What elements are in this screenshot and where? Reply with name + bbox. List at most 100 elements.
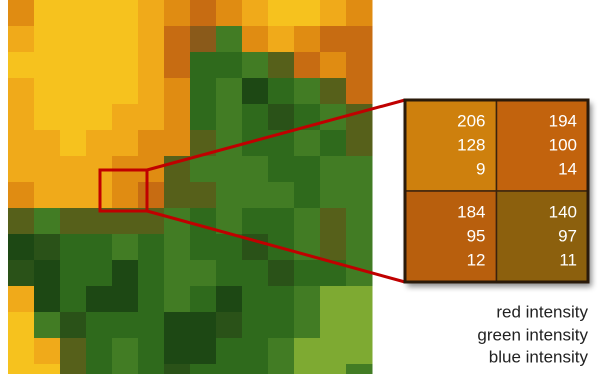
pixel: [242, 26, 269, 53]
pixel: [60, 312, 87, 339]
pixel: [164, 78, 191, 105]
pixel: [320, 234, 347, 261]
pixel: [8, 208, 35, 235]
pixel: [86, 234, 113, 261]
pixel: [112, 26, 139, 53]
zoom-box: 20612891941001418495121409711: [405, 100, 588, 282]
pixel: [86, 364, 113, 374]
pixel: [8, 104, 35, 131]
pixel: [164, 0, 191, 27]
pixel: [34, 104, 61, 131]
pixel: [138, 26, 165, 53]
pixel: [164, 338, 191, 365]
pixel: [216, 364, 243, 374]
pixel: [86, 0, 113, 27]
pixel: [60, 104, 87, 131]
pixel: [112, 0, 139, 27]
pixel: [216, 260, 243, 287]
pixel: [34, 234, 61, 261]
pixel: [294, 286, 321, 313]
intensity-value: 100: [549, 135, 577, 154]
pixel: [164, 182, 191, 209]
intensity-value: 97: [558, 226, 577, 245]
pixel: [294, 364, 321, 374]
pixel: [294, 78, 321, 105]
pixel: [242, 338, 269, 365]
pixel: [60, 0, 87, 27]
pixel: [86, 26, 113, 53]
pixel: [164, 104, 191, 131]
pixel: [34, 208, 61, 235]
pixel: [346, 286, 373, 313]
pixel: [112, 52, 139, 79]
pixel: [294, 26, 321, 53]
legend-label: green intensity: [477, 325, 588, 344]
pixel: [268, 338, 295, 365]
pixel: [320, 0, 347, 27]
pixel: [34, 0, 61, 27]
pixel: [86, 52, 113, 79]
pixel: [346, 182, 373, 209]
pixel: [320, 312, 347, 339]
pixel: [112, 104, 139, 131]
pixel: [242, 52, 269, 79]
pixel: [112, 182, 139, 209]
pixel: [112, 286, 139, 313]
pixel: [268, 78, 295, 105]
pixel: [268, 208, 295, 235]
intensity-value: 11: [559, 250, 577, 269]
pixel: [242, 208, 269, 235]
intensity-value: 140: [549, 202, 577, 221]
pixel: [268, 286, 295, 313]
pixel: [190, 0, 217, 27]
pixel: [86, 130, 113, 157]
pixel: [138, 182, 165, 209]
pixel: [294, 0, 321, 27]
pixel: [60, 260, 87, 287]
pixel: [8, 182, 35, 209]
pixel: [346, 312, 373, 339]
pixel: [346, 26, 373, 53]
pixel: [60, 182, 87, 209]
pixel: [216, 104, 243, 131]
pixel: [112, 364, 139, 374]
pixel: [242, 364, 269, 374]
pixel: [346, 52, 373, 79]
pixel: [320, 156, 347, 183]
pixel: [8, 130, 35, 157]
pixel: [242, 78, 269, 105]
pixel: [242, 182, 269, 209]
pixel: [346, 364, 373, 374]
pixel: [8, 0, 35, 27]
pixel: [268, 364, 295, 374]
pixel: [190, 52, 217, 79]
intensity-value: 194: [549, 111, 577, 130]
pixel: [216, 26, 243, 53]
pixel: [164, 364, 191, 374]
pixel: [138, 260, 165, 287]
pixel: [242, 0, 269, 27]
pixel: [320, 52, 347, 79]
pixel: [164, 234, 191, 261]
pixel: [216, 182, 243, 209]
intensity-value: 128: [457, 135, 485, 154]
pixel: [294, 338, 321, 365]
pixel: [346, 130, 373, 157]
pixel: [34, 338, 61, 365]
pixel-diagram: 20612891941001418495121409711 red intens…: [0, 0, 610, 374]
pixel: [60, 286, 87, 313]
pixel: [320, 208, 347, 235]
pixel: [60, 364, 87, 374]
pixel: [34, 312, 61, 339]
pixel: [138, 130, 165, 157]
pixel: [60, 156, 87, 183]
pixel: [8, 364, 35, 374]
pixel: [190, 78, 217, 105]
pixel: [34, 52, 61, 79]
pixel: [294, 182, 321, 209]
pixel: [34, 286, 61, 313]
pixel: [320, 26, 347, 53]
pixel: [8, 338, 35, 365]
pixel: [138, 234, 165, 261]
pixel: [138, 312, 165, 339]
